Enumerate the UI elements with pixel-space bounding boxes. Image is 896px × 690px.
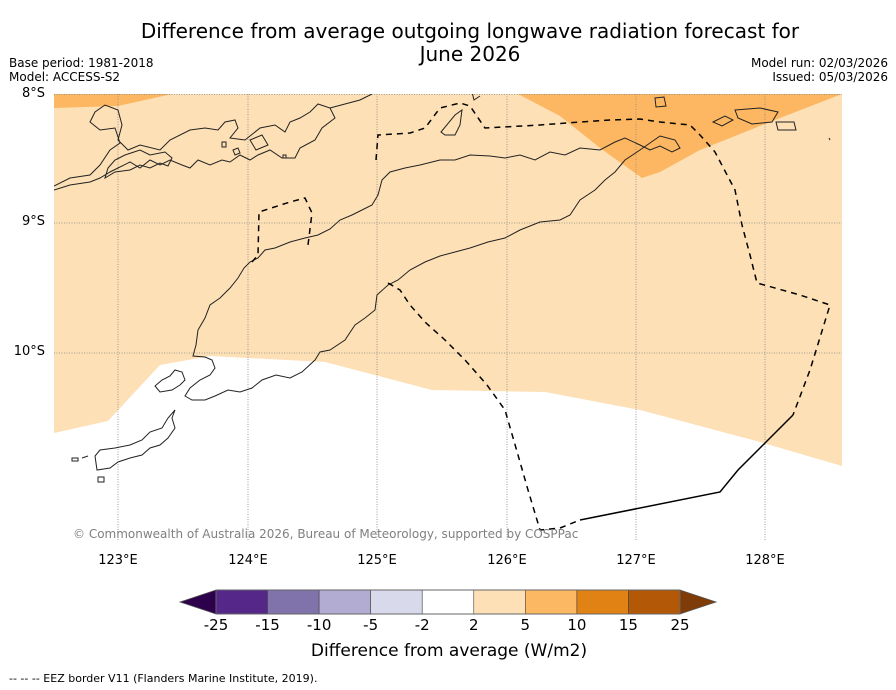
region-5-to-10-ne [518, 94, 842, 178]
coastlines [54, 94, 831, 483]
eez-border-solid [579, 414, 794, 521]
base-period: Base period: 1981-2018 [9, 56, 154, 70]
colorbar-segment [628, 589, 681, 615]
colorbar-segment [421, 589, 475, 615]
colorbar-segment [370, 589, 423, 615]
colorbar-tick-label: -10 [306, 616, 332, 634]
colorbar-segment [215, 589, 268, 615]
lat-label-10s: 10°S [13, 344, 45, 359]
model-run: Model run: 02/03/2026 [750, 56, 888, 70]
lon-label-128e: 128°E [745, 553, 785, 568]
lon-label-125e: 125°E [357, 553, 397, 568]
colorbar-tick-label: 25 [670, 616, 690, 634]
colorbar-extend-low [178, 589, 217, 615]
issued-date: Issued: 05/03/2026 [772, 70, 888, 84]
lon-label-123e: 123°E [98, 553, 138, 568]
colorbar-segment [576, 589, 629, 615]
meta-left: Base period: 1981-2018 Model: ACCESS-S2 [9, 56, 154, 84]
colorbar-extend-high [679, 589, 718, 615]
colorbar-segment [473, 589, 526, 615]
colorbar [178, 589, 718, 615]
eez-border-north [375, 102, 831, 416]
colorbar-segment [525, 589, 578, 615]
lat-label-8s: 8°S [21, 86, 45, 101]
title-line-1: Difference from average outgoing longwav… [140, 19, 800, 43]
coastline-north-islands [54, 103, 336, 191]
title-line-2: June 2026 [419, 42, 521, 66]
colorbar-outline [215, 589, 681, 615]
copyright-notice: © Commonwealth of Australia 2026, Bureau… [73, 527, 579, 541]
colorbar-tick-label: 15 [618, 616, 638, 634]
colorbar-tick-label: -2 [414, 616, 430, 634]
eez-borders [251, 102, 831, 531]
coastline-timor-north [184, 135, 681, 401]
colorbar-tick-label: 10 [567, 616, 587, 634]
region-2-to-5 [54, 94, 842, 466]
chart-title: Difference from average outgoing longwav… [110, 20, 830, 66]
region-5-to-10-nw [54, 94, 172, 108]
eez-footnote: -- -- -- EEZ border V11 (Flanders Marine… [9, 672, 318, 685]
coastline-roti [154, 369, 186, 393]
colorbar-segment [267, 589, 320, 615]
lat-label-9s: 9°S [21, 214, 45, 229]
gridlines [54, 94, 842, 540]
lon-label-124e: 124°E [228, 553, 268, 568]
coastline-island-ne1 [654, 96, 667, 108]
colorbar-segment [318, 589, 371, 615]
lon-label-126e: 126°E [487, 553, 527, 568]
meta-right: Model run: 02/03/2026 Issued: 05/03/2026 [751, 56, 888, 84]
colorbar-label: Difference from average (W/m2) [310, 641, 588, 661]
model-name: Model: ACCESS-S2 [9, 70, 121, 84]
coastline-south-island [94, 409, 176, 471]
colorbar-tick-label: 5 [520, 616, 531, 634]
colorbar-tick-label: -15 [255, 616, 280, 634]
colorbar-tick-label: 2 [468, 616, 479, 634]
lon-label-127e: 127°E [616, 553, 656, 568]
eez-border-south [387, 282, 581, 531]
colorbar-tick-label: -5 [363, 616, 379, 634]
colorbar-tick-label: -25 [203, 616, 229, 634]
